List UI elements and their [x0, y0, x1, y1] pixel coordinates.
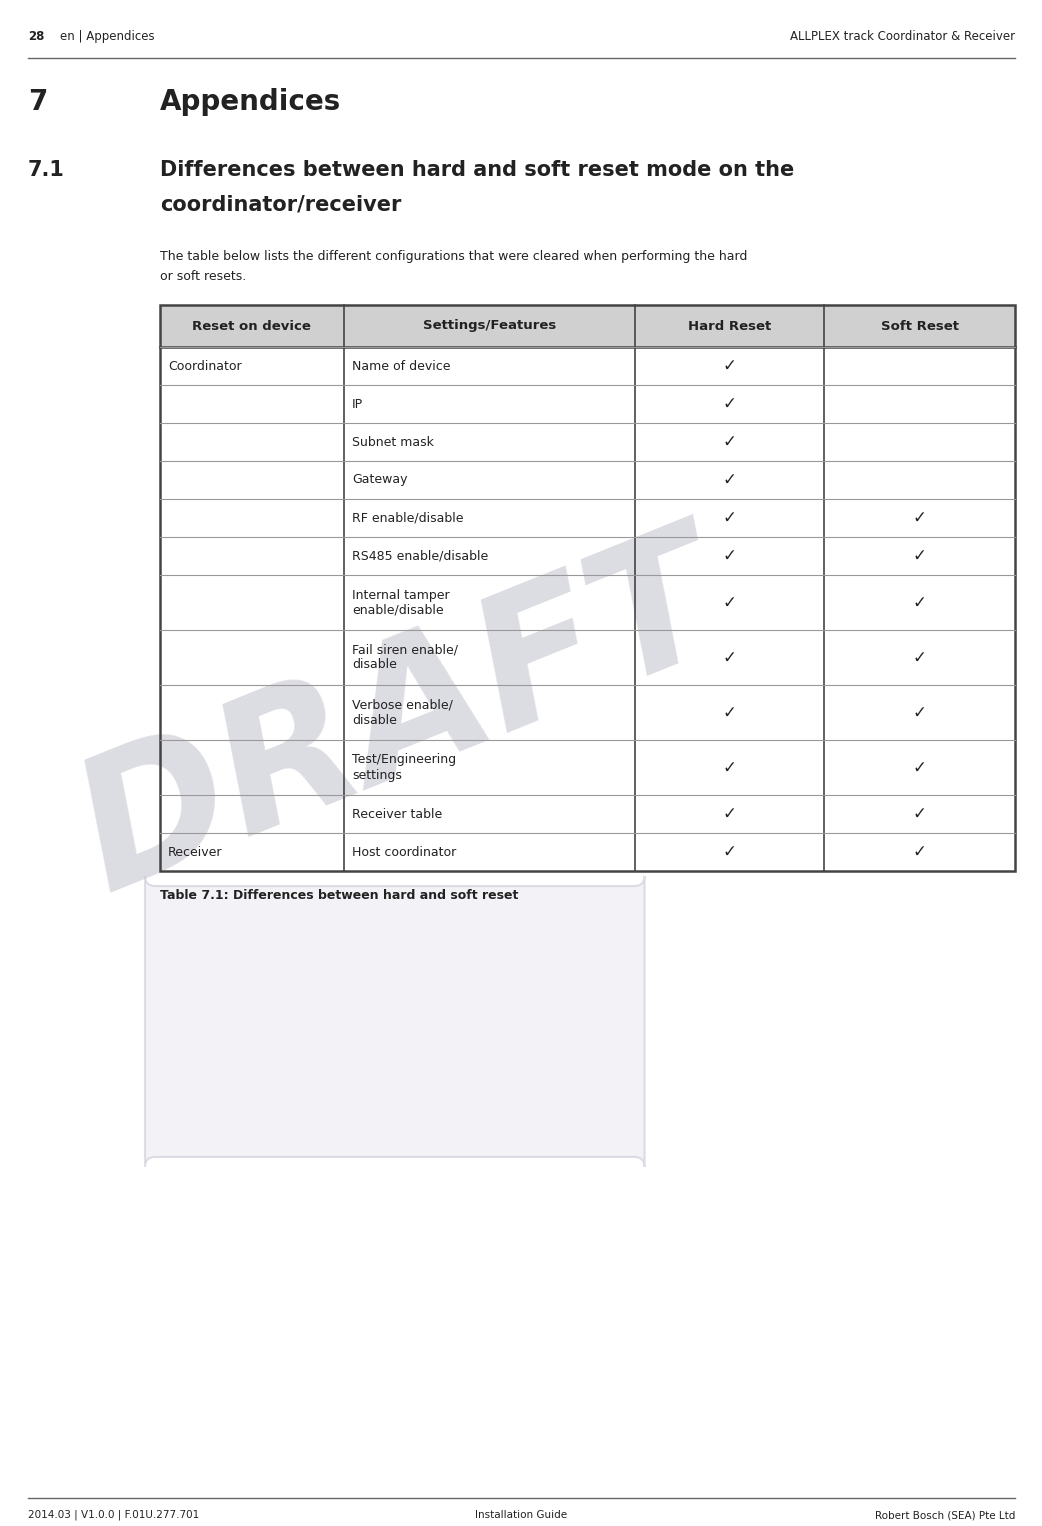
Text: ✓: ✓ [913, 594, 926, 612]
Text: RS485 enable/disable: RS485 enable/disable [352, 549, 488, 563]
Text: Hard Reset: Hard Reset [688, 319, 771, 333]
Text: ✓: ✓ [722, 594, 737, 612]
Text: DRAFT: DRAFT [54, 513, 746, 928]
Text: ✓: ✓ [722, 842, 737, 861]
Text: ✓: ✓ [722, 649, 737, 667]
Text: 7.1: 7.1 [28, 160, 65, 180]
Text: Appendices: Appendices [160, 89, 341, 116]
Text: Name of device: Name of device [352, 360, 450, 372]
Bar [160, 305, 1015, 871]
Text: coordinator/receiver: coordinator/receiver [160, 195, 401, 215]
Text: Reset on device: Reset on device [193, 319, 312, 333]
Text: Test/Engineering
settings: Test/Engineering settings [352, 754, 456, 781]
Text: Subnet mask: Subnet mask [352, 435, 433, 449]
Text: ✓: ✓ [913, 842, 926, 861]
Text: ✓: ✓ [913, 806, 926, 823]
Text: Fail siren enable/
disable: Fail siren enable/ disable [352, 644, 457, 671]
Text: Robert Bosch (SEA) Pte Ltd: Robert Bosch (SEA) Pte Ltd [874, 1511, 1015, 1520]
Text: ✓: ✓ [913, 510, 926, 526]
Text: ✓: ✓ [913, 649, 926, 667]
Text: ✓: ✓ [722, 758, 737, 777]
Text: IP: IP [352, 397, 363, 410]
Text: ✓: ✓ [913, 546, 926, 565]
Text: ✓: ✓ [722, 433, 737, 452]
Text: ✓: ✓ [722, 472, 737, 488]
Text: Receiver table: Receiver table [352, 807, 442, 821]
Text: Host coordinator: Host coordinator [352, 845, 456, 859]
Text: 2014.03 | V1.0.0 | F.01U.277.701: 2014.03 | V1.0.0 | F.01U.277.701 [28, 1511, 199, 1520]
Text: ✓: ✓ [913, 758, 926, 777]
Text: Differences between hard and soft reset mode on the: Differences between hard and soft reset … [160, 160, 794, 180]
Text: Settings/Features: Settings/Features [423, 319, 555, 333]
Text: Installation Guide: Installation Guide [475, 1511, 567, 1520]
Text: The table below lists the different configurations that were cleared when perfor: The table below lists the different conf… [160, 250, 747, 262]
Text: ✓: ✓ [722, 546, 737, 565]
Text: Internal tamper
enable/disable: Internal tamper enable/disable [352, 589, 449, 617]
Text: Coordinator: Coordinator [168, 360, 242, 372]
Text: ✓: ✓ [722, 357, 737, 375]
Text: ✓: ✓ [913, 703, 926, 722]
Text: or soft resets.: or soft resets. [160, 270, 246, 282]
Text: ✓: ✓ [722, 703, 737, 722]
Text: Receiver: Receiver [168, 845, 223, 859]
Text: Soft Reset: Soft Reset [880, 319, 959, 333]
Text: ✓: ✓ [722, 395, 737, 414]
Text: Gateway: Gateway [352, 473, 407, 487]
Text: ✓: ✓ [722, 510, 737, 526]
Text: ALLPLEX track Coordinator & Receiver: ALLPLEX track Coordinator & Receiver [790, 31, 1015, 43]
Bar [160, 305, 1015, 346]
Text: 7: 7 [28, 89, 47, 116]
Text: ✓: ✓ [722, 806, 737, 823]
Text: en | Appendices: en | Appendices [60, 31, 154, 43]
Text: RF enable/disable: RF enable/disable [352, 511, 464, 525]
Text: Table 7.1: Differences between hard and soft reset: Table 7.1: Differences between hard and … [160, 890, 518, 902]
Text: Verbose enable/
disable: Verbose enable/ disable [352, 699, 452, 726]
FancyBboxPatch shape [145, 876, 645, 1167]
Text: 28: 28 [28, 31, 45, 43]
